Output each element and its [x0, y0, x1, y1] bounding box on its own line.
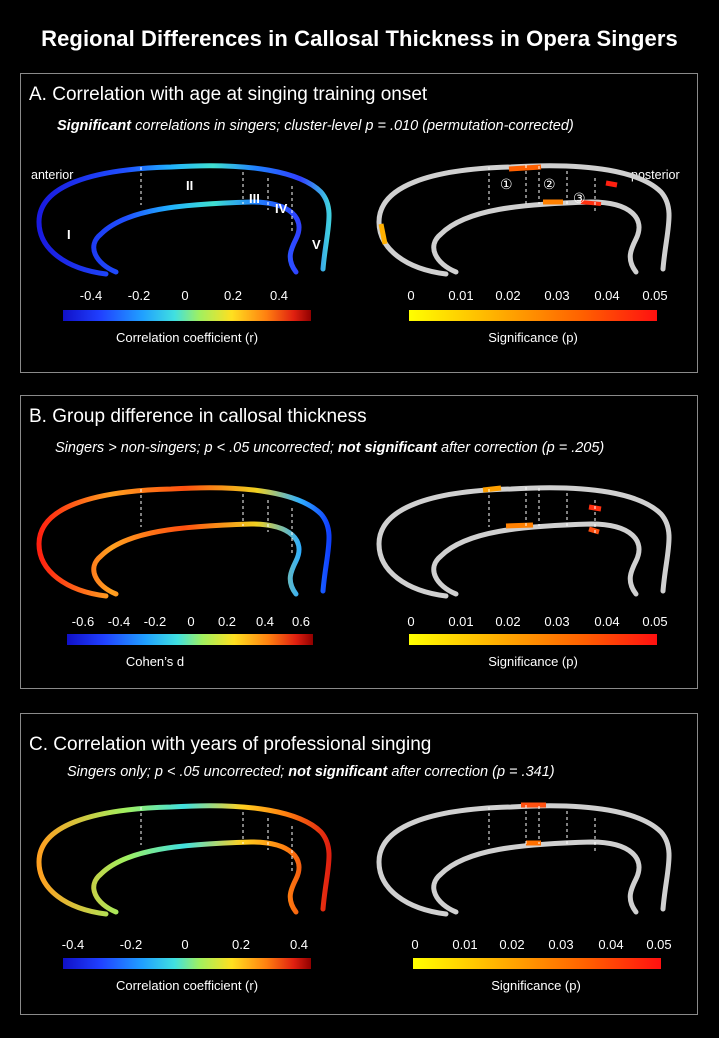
panel-b-callosum-figures	[36, 485, 672, 645]
callosum-left-c	[36, 803, 332, 917]
callosum-right-a	[376, 163, 672, 277]
region-dividers-b	[140, 487, 596, 556]
panel-c-subtitle: Singers only; p < .05 uncorrected; not s…	[67, 764, 555, 780]
panel-c-callosum-figures	[36, 802, 672, 969]
scale-p-a-name: Significance (p)	[488, 330, 578, 345]
scale-p-c-name: Significance (p)	[491, 978, 581, 993]
sig-segments-c	[521, 802, 546, 846]
colorbar-r-a	[63, 310, 311, 321]
colorbar-p-c	[413, 958, 661, 969]
colorbar-marks-b	[67, 634, 657, 645]
region-dividers-c	[140, 805, 596, 874]
sig-segments-a	[378, 164, 618, 245]
callosum-left-a	[36, 163, 332, 277]
cluster-label-3: ③	[573, 190, 586, 206]
panel-a: A. Correlation with age at singing train…	[20, 73, 698, 373]
region-label-3: III	[249, 191, 260, 206]
colorbar-p-a	[409, 310, 657, 321]
colorbar-r-c	[63, 958, 311, 969]
scale-d-b-name: Cohen’s d	[125, 654, 185, 669]
panel-c: C. Correlation with years of professiona…	[20, 713, 698, 1015]
panel-a-heading: A. Correlation with age at singing train…	[29, 84, 428, 105]
region-label-5: V	[312, 237, 321, 252]
anterior-label: anterior	[31, 168, 74, 182]
callosum-right-c	[376, 803, 672, 917]
colorbar-p-b	[409, 634, 657, 645]
cluster-label-1: ①	[500, 176, 513, 192]
scale-p-b-name: Significance (p)	[488, 654, 578, 669]
panel-c-heading: C. Correlation with years of professiona…	[29, 734, 432, 755]
panel-b: B. Group difference in callosal thicknes…	[20, 395, 698, 689]
panel-a-subtitle: Significant correlations in singers; clu…	[57, 118, 574, 134]
panel-a-callosum-figures	[36, 163, 672, 321]
region-dividers-a	[140, 165, 596, 234]
scale-r-c-name: Correlation coefficient (r)	[115, 978, 259, 993]
scale-r-a-name: Correlation coefficient (r)	[115, 330, 259, 345]
region-label-1: I	[67, 227, 71, 242]
colorbar-d-b	[67, 634, 313, 645]
cluster-label-2: ②	[543, 176, 556, 192]
colorbar-marks-c	[63, 958, 661, 969]
panel-b-subtitle: Singers > non-singers; p < .05 uncorrect…	[55, 440, 605, 456]
region-label-4: IV	[275, 201, 288, 216]
callosum-left-b	[36, 485, 332, 599]
region-label-2: II	[186, 178, 194, 193]
figure-title: Regional Differences in Callosal Thickne…	[41, 26, 678, 51]
colorbar-marks-a	[63, 310, 657, 321]
panel-b-heading: B. Group difference in callosal thicknes…	[29, 406, 367, 427]
callosum-right-b	[376, 485, 672, 599]
